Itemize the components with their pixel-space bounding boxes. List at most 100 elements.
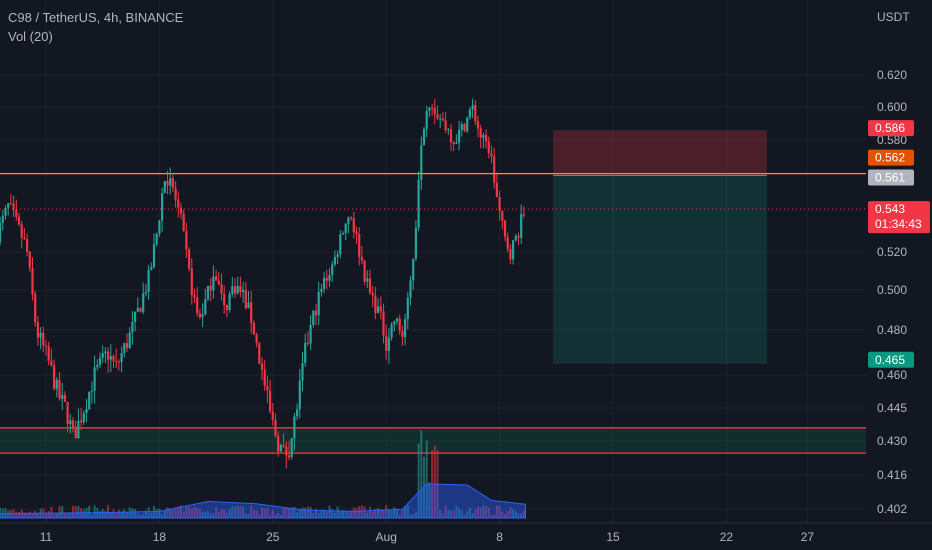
volume-bar (339, 511, 342, 518)
candle-body (247, 302, 250, 308)
candle-body (255, 334, 258, 343)
candle-body (7, 203, 10, 209)
volume-bar (414, 512, 417, 518)
volume-bar (514, 510, 517, 518)
candle-body (163, 181, 166, 194)
candle-body (517, 235, 520, 238)
symbol-title[interactable]: C98 / TetherUS, 4h, BINANCE (8, 10, 184, 25)
short-position-target-zone[interactable] (553, 175, 767, 364)
volume-bar (188, 507, 191, 518)
volume-bar (166, 507, 169, 518)
time-tick-label: Aug (376, 530, 397, 544)
volume-bar (198, 509, 201, 518)
candle-body (225, 305, 228, 310)
candle-body (58, 379, 61, 399)
price-axis[interactable]: USDT0.6200.6000.5800.5200.5000.4800.4600… (877, 10, 910, 516)
take-profit-price-tag: 0.465 (875, 353, 905, 367)
volume-bar (506, 511, 509, 518)
volume-pane (0, 430, 527, 519)
candle-body (350, 217, 353, 219)
candle-body (1, 215, 4, 223)
volume-bar (72, 506, 74, 518)
volume-bar (109, 513, 112, 518)
candle-body (401, 330, 404, 338)
volume-bar (477, 506, 479, 518)
volume-bar (355, 508, 358, 518)
short-position-stop-zone[interactable] (553, 130, 767, 176)
volume-bar (31, 513, 34, 518)
volume-bar (485, 506, 488, 518)
candle-body (125, 343, 129, 349)
volume-bar (444, 505, 447, 518)
candle-body (455, 142, 458, 144)
volume-bar (209, 513, 212, 518)
candle-body (174, 187, 177, 200)
price-tick-label: 0.620 (877, 68, 907, 82)
time-tick-label: 15 (606, 530, 620, 544)
volume-bar (252, 510, 255, 518)
candle-body (80, 420, 83, 423)
candle-body (358, 234, 361, 258)
candle-body (331, 264, 334, 276)
volume-bar (490, 514, 493, 518)
volume-bar (150, 512, 153, 518)
candle-body (339, 234, 342, 255)
volume-bar (182, 511, 185, 518)
time-axis[interactable]: 11 18 25 Aug 8 15 22 27 (0, 522, 932, 544)
candle-body (282, 445, 285, 448)
candle-body (244, 290, 247, 308)
candle-body (298, 380, 301, 410)
volume-bar (379, 509, 382, 518)
volume-bar (363, 506, 366, 518)
time-tick-label: 11 (40, 530, 53, 544)
candle-body (498, 197, 501, 211)
volume-bar (36, 512, 39, 518)
candle-body (28, 251, 31, 268)
entry-price-tag-bg (868, 169, 914, 186)
candle-body (520, 214, 523, 238)
candle-body (449, 129, 453, 142)
volume-bar (512, 509, 515, 518)
volume-bar (374, 508, 377, 518)
candle-body (412, 258, 415, 281)
volume-indicator-label[interactable]: Vol (20) (8, 29, 53, 44)
candle-body (220, 284, 223, 294)
current-price-tag-bg (868, 201, 930, 234)
volume-bar (390, 510, 393, 518)
volume-bar (136, 513, 139, 518)
candle-body (355, 232, 358, 235)
volume-bar (393, 507, 396, 518)
volume-bar (93, 505, 96, 518)
volume-bar (26, 513, 29, 518)
candle-body (479, 128, 482, 138)
volume-bar (101, 508, 104, 518)
candle-body (139, 308, 142, 312)
candle-body (0, 222, 2, 242)
volume-bar (293, 506, 296, 518)
volume-bar (312, 513, 315, 518)
volume-bar (277, 512, 280, 518)
support-zone[interactable] (0, 427, 866, 454)
take-profit-price-tag-bg (868, 351, 914, 368)
volume-bar (495, 505, 498, 518)
candle-body (50, 360, 53, 366)
stop-loss-price-tag: 0.586 (875, 121, 905, 135)
volume-bar (269, 514, 272, 518)
candle-body (206, 285, 210, 300)
volume-bar (320, 509, 323, 518)
candle-body (217, 280, 220, 285)
volume-bar (169, 508, 172, 518)
candle-body (304, 342, 307, 364)
candle-body (522, 214, 525, 216)
candle-body (447, 129, 450, 131)
candle-body (417, 179, 420, 228)
volume-bar (161, 514, 164, 518)
candle-body (277, 435, 280, 452)
drawing-layer[interactable] (0, 130, 866, 454)
candle-body (325, 277, 328, 281)
volume-bar (447, 509, 450, 518)
volume-bar (471, 513, 474, 518)
candle-body (109, 356, 112, 360)
